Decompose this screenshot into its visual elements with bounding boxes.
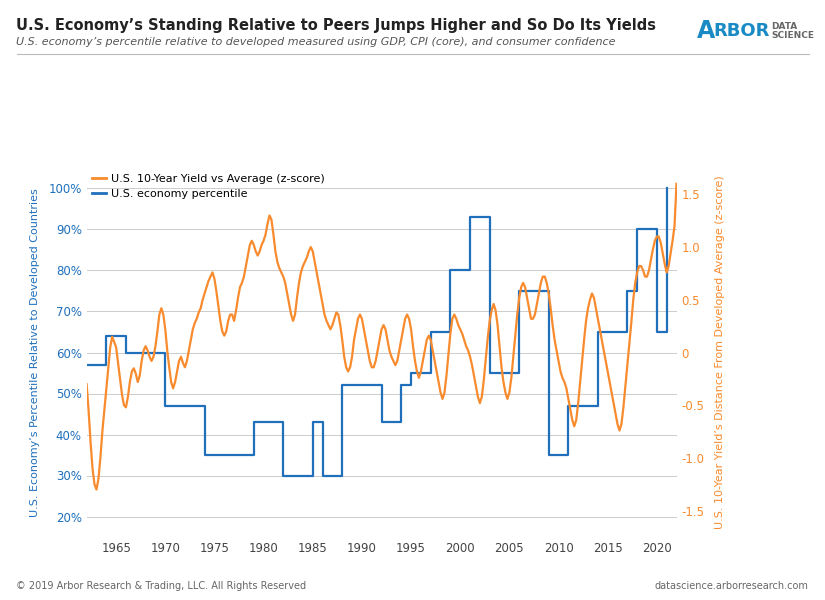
Text: RBOR: RBOR bbox=[714, 22, 770, 40]
Text: datascience.arborresearch.com: datascience.arborresearch.com bbox=[654, 581, 808, 591]
Text: U.S. economy’s percentile relative to developed measured using GDP, CPI (core), : U.S. economy’s percentile relative to de… bbox=[16, 37, 616, 47]
Text: A: A bbox=[697, 19, 715, 43]
Legend: U.S. 10-Year Yield vs Average (z-score), U.S. economy percentile: U.S. 10-Year Yield vs Average (z-score),… bbox=[92, 173, 325, 199]
Text: DATA: DATA bbox=[771, 22, 798, 31]
Text: © 2019 Arbor Research & Trading, LLC. All Rights Reserved: © 2019 Arbor Research & Trading, LLC. Al… bbox=[16, 581, 307, 591]
Y-axis label: U.S. Economy’s Percentile Relative to Developed Countries: U.S. Economy’s Percentile Relative to De… bbox=[30, 188, 40, 517]
Text: SCIENCE: SCIENCE bbox=[771, 31, 814, 40]
Text: U.S. Economy’s Standing Relative to Peers Jumps Higher and So Do Its Yields: U.S. Economy’s Standing Relative to Peer… bbox=[16, 17, 657, 32]
Y-axis label: U.S. 10-Year Yield’s Distance From Developed Average (z-score): U.S. 10-Year Yield’s Distance From Devel… bbox=[715, 176, 725, 529]
